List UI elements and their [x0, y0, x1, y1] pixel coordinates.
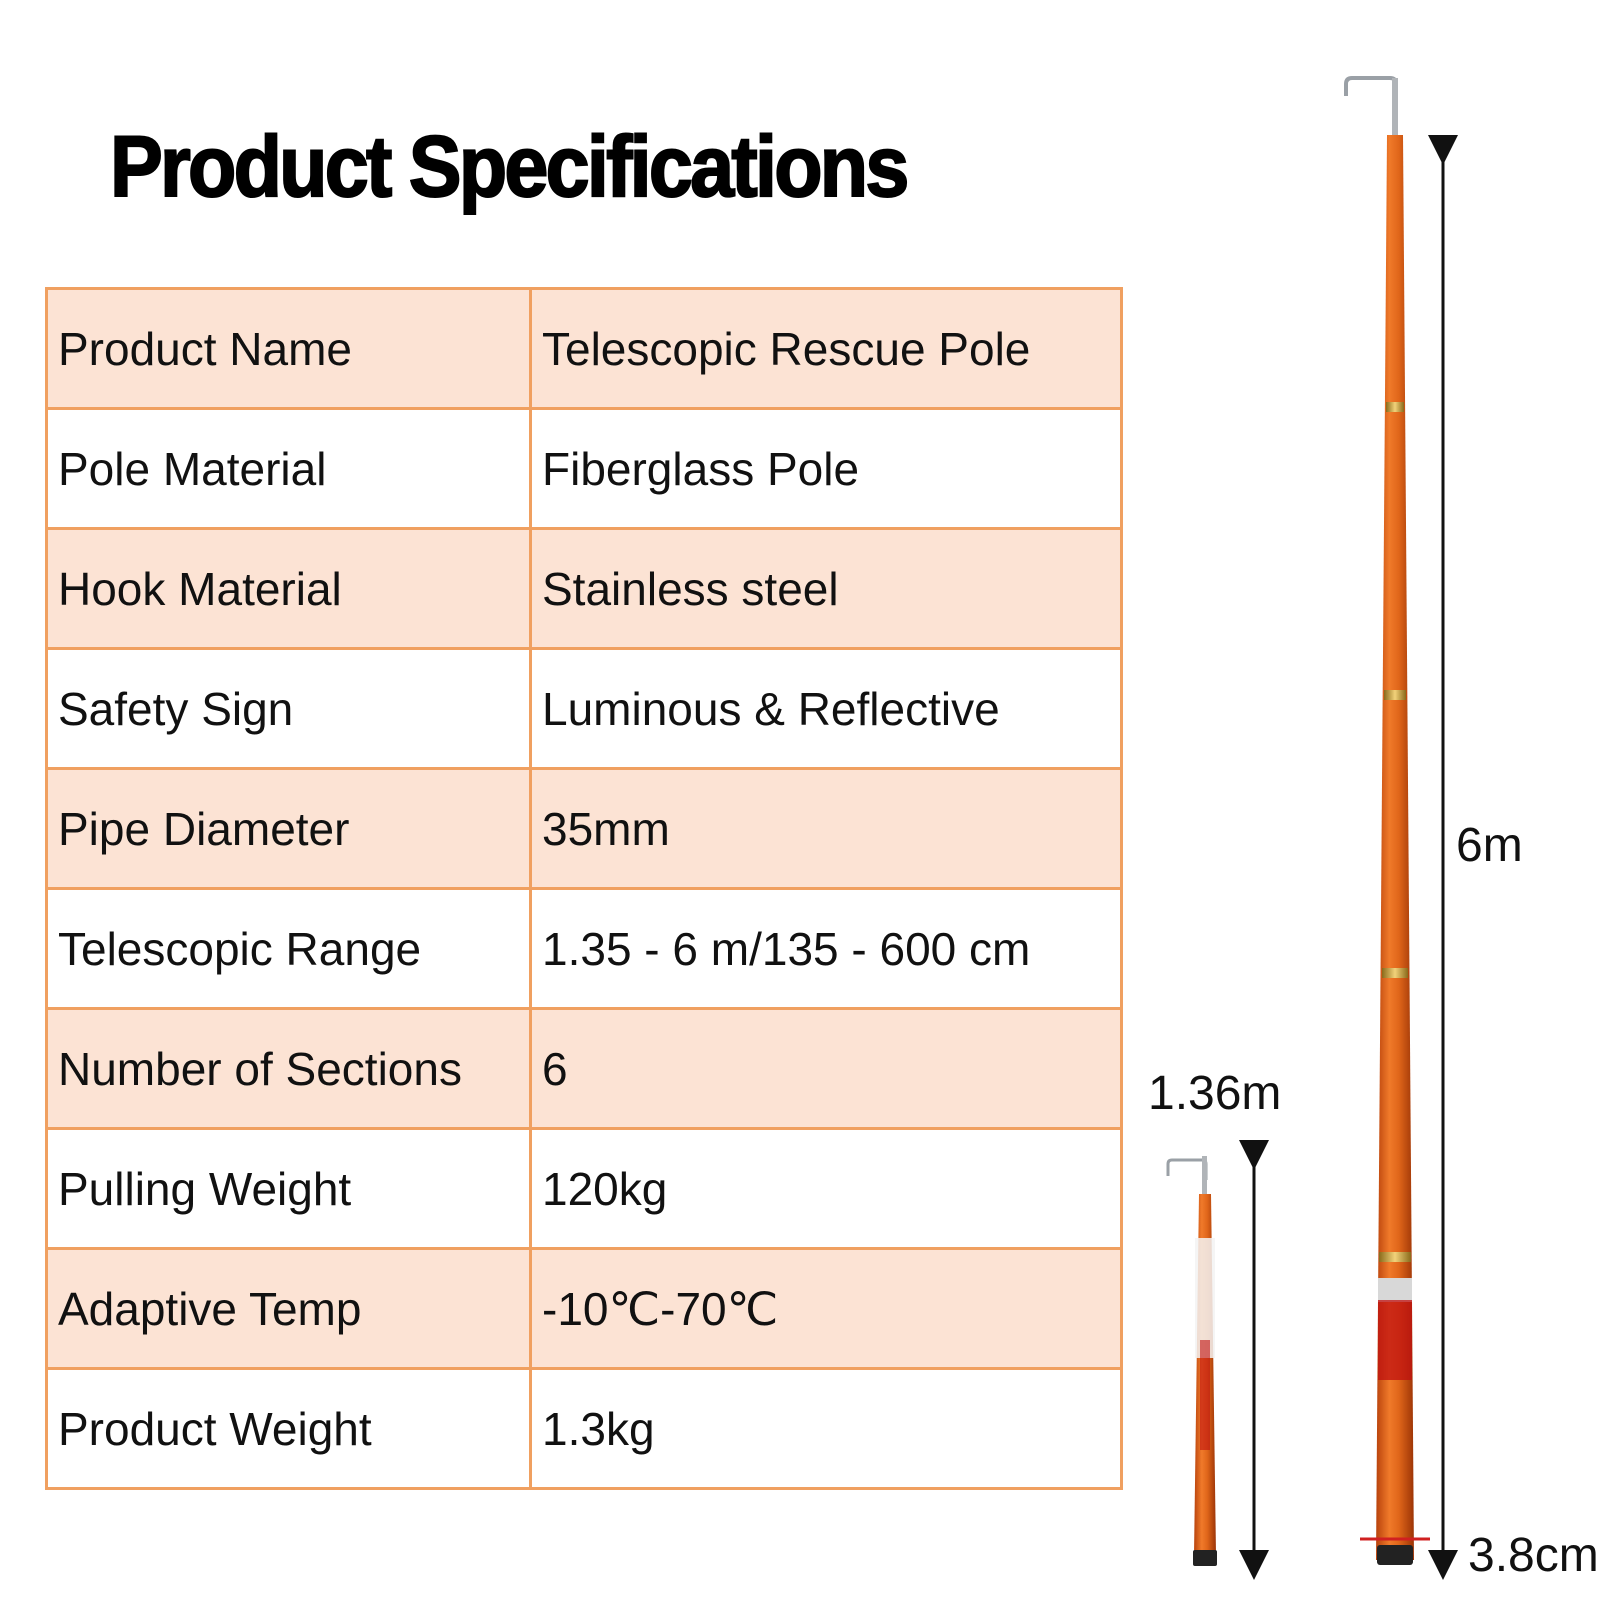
- pole-label-sticker: [1378, 1278, 1412, 1302]
- page-title: Product Specifications: [109, 118, 910, 216]
- table-row: Safety Sign Luminous & Reflective: [45, 647, 1123, 770]
- pole-joint: [1384, 690, 1406, 700]
- spec-value: Stainless steel: [529, 527, 1123, 650]
- collapsed-pole: [1166, 1156, 1217, 1566]
- pole-end-cap: [1377, 1545, 1413, 1565]
- spec-value: 120kg: [529, 1127, 1123, 1250]
- spec-value: 6: [529, 1007, 1123, 1130]
- spec-label: Number of Sections: [45, 1007, 532, 1130]
- spec-label: Hook Material: [45, 527, 532, 650]
- spec-value: 1.35 - 6 m/135 - 600 cm: [529, 887, 1123, 1010]
- table-row: Number of Sections 6: [45, 1007, 1123, 1130]
- spec-value: Fiberglass Pole: [529, 407, 1123, 530]
- diameter-label: 3.8cm: [1468, 1529, 1599, 1582]
- extended-pole: [1344, 76, 1430, 1565]
- spec-table: Product Name Telescopic Rescue Pole Pole…: [45, 287, 1123, 1490]
- table-row: Product Weight 1.3kg: [45, 1367, 1123, 1490]
- table-row: Adaptive Temp -10℃-70℃: [45, 1247, 1123, 1370]
- spec-value: 35mm: [529, 767, 1123, 890]
- spec-label: Pipe Diameter: [45, 767, 532, 890]
- spec-label: Pole Material: [45, 407, 532, 530]
- table-row: Hook Material Stainless steel: [45, 527, 1123, 650]
- pole-joint: [1382, 968, 1408, 978]
- spec-value: 1.3kg: [529, 1367, 1123, 1490]
- pole-joint: [1386, 402, 1404, 412]
- spec-label: Product Weight: [45, 1367, 532, 1490]
- collapsed-length-label: 1.36m: [1148, 1067, 1282, 1120]
- extended-length-label: 6m: [1456, 819, 1523, 872]
- pole-label-sticker: [1195, 1238, 1215, 1358]
- pole-warning-label: [1200, 1340, 1210, 1450]
- spec-label: Product Name: [45, 287, 532, 410]
- spec-value: Luminous & Reflective: [529, 647, 1123, 770]
- pole-body: [1376, 135, 1414, 1560]
- pole-warning-label: [1378, 1300, 1412, 1380]
- pole-end-cap: [1193, 1550, 1217, 1566]
- spec-value: -10℃-70℃: [529, 1247, 1123, 1370]
- table-row: Pulling Weight 120kg: [45, 1127, 1123, 1250]
- spec-label: Safety Sign: [45, 647, 532, 770]
- table-row: Telescopic Range 1.35 - 6 m/135 - 600 cm: [45, 887, 1123, 1010]
- hook-icon: [1166, 1158, 1208, 1180]
- spec-label: Telescopic Range: [45, 887, 532, 1010]
- pole-joint: [1379, 1252, 1411, 1262]
- spec-label: Adaptive Temp: [45, 1247, 532, 1370]
- hook-icon: [1344, 76, 1398, 130]
- table-row: Pole Material Fiberglass Pole: [45, 407, 1123, 530]
- hook-shaft: [1392, 78, 1398, 138]
- spec-label: Pulling Weight: [45, 1127, 532, 1250]
- hook-shaft: [1202, 1156, 1207, 1196]
- table-row: Product Name Telescopic Rescue Pole: [45, 287, 1123, 410]
- table-row: Pipe Diameter 35mm: [45, 767, 1123, 890]
- spec-value: Telescopic Rescue Pole: [529, 287, 1123, 410]
